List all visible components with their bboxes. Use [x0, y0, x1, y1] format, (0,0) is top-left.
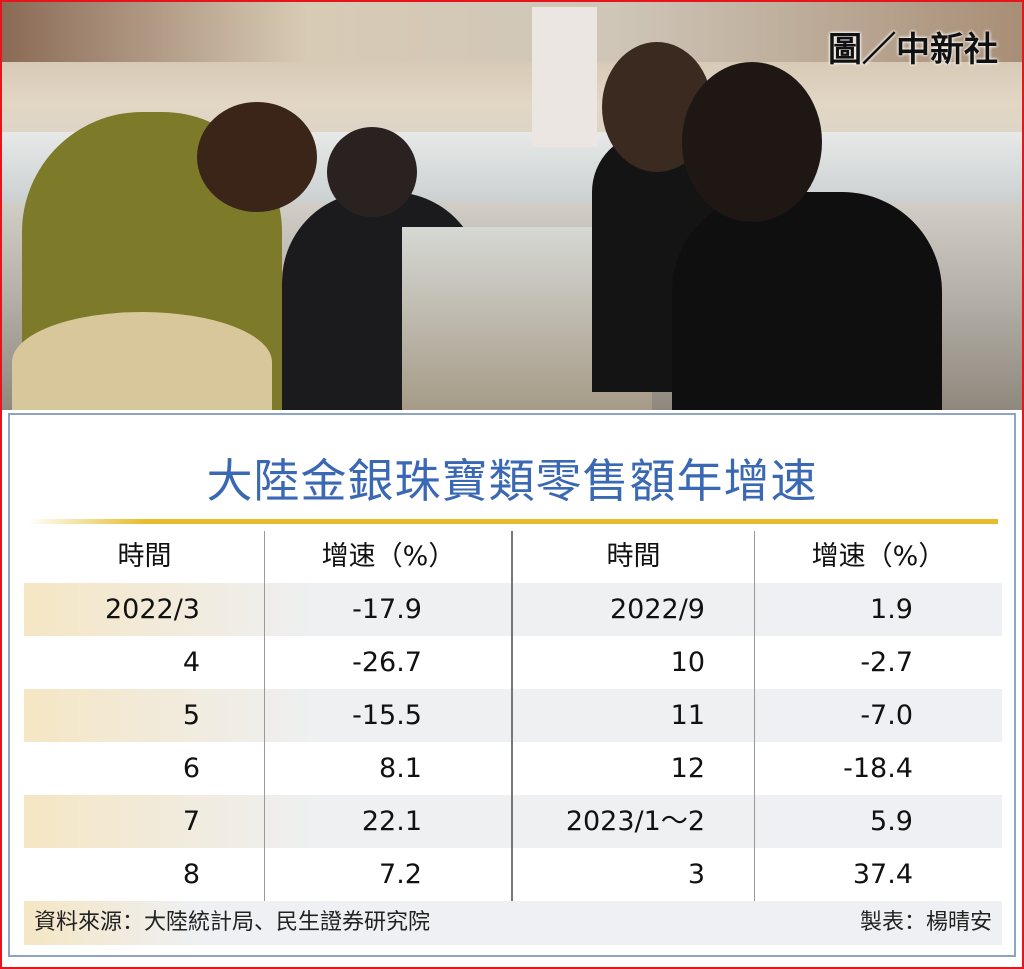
cell-time: 2022/9	[610, 594, 705, 625]
title-underline	[28, 519, 998, 524]
footer: 資料來源：大陸統計局、民生證券研究院 製表：楊晴安	[24, 901, 1002, 945]
column-divider	[754, 531, 755, 901]
header-time-right: 時間	[606, 541, 661, 572]
source-note: 資料來源：大陸統計局、民生證券研究院	[34, 910, 431, 935]
cell-time: 2023/1～2	[565, 806, 705, 837]
photo-credit-watermark: 圖／中新社	[828, 30, 998, 70]
cell-time: 10	[670, 647, 705, 678]
cell-growth: 1.9	[870, 594, 913, 625]
table-header: 時間 增速（%） 時間 增速（%）	[24, 531, 1002, 583]
table-row: 7 22.1 2023/1～2 5.9	[24, 795, 1002, 848]
cell-growth: -26.7	[352, 647, 422, 678]
cell-growth: -15.5	[352, 700, 422, 731]
cell-time: 8	[182, 859, 200, 890]
chart-title: 大陸金銀珠寶類零售額年增速	[206, 454, 818, 508]
column-divider-center	[511, 531, 513, 901]
column-divider	[264, 531, 265, 901]
cell-growth: 5.9	[870, 806, 913, 837]
table-row: 5 -15.5 11 -7.0	[24, 689, 1002, 742]
cell-growth: 22.1	[361, 806, 422, 837]
data-table: 時間 增速（%） 時間 增速（%） 2022/3 -17.9 2022/9 1.9 4 -…	[24, 531, 1002, 901]
cell-growth: -18.4	[843, 753, 913, 784]
cell-growth: 7.2	[379, 859, 422, 890]
credit-note: 製表：楊晴安	[859, 910, 992, 935]
cell-time: 6	[182, 753, 200, 784]
cell-time: 3	[687, 859, 705, 890]
table-panel: 大陸金銀珠寶類零售額年增速 時間 增速（%） 時間 增速（%） 2022/3 -1…	[8, 413, 1016, 957]
news-photo: 圖／中新社	[2, 2, 1022, 410]
cell-time: 12	[670, 753, 705, 784]
table-row: 2022/3 -17.9 2022/9 1.9	[24, 583, 1002, 636]
header-growth-right: 增速（%）	[811, 541, 946, 572]
cell-growth: -17.9	[352, 594, 422, 625]
table-row: 4 -26.7 10 -2.7	[24, 636, 1002, 689]
header-growth-left: 增速（%）	[321, 541, 456, 572]
cell-growth: 37.4	[852, 859, 913, 890]
cell-time: 2022/3	[105, 594, 200, 625]
cell-time: 4	[182, 647, 200, 678]
cell-time: 7	[182, 806, 200, 837]
cell-growth: 8.1	[379, 753, 422, 784]
table-row: 6 8.1 12 -18.4	[24, 742, 1002, 795]
cell-time: 5	[182, 700, 200, 731]
header-time-left: 時間	[117, 541, 172, 572]
cell-growth: -7.0	[860, 700, 913, 731]
cell-time: 11	[670, 700, 705, 731]
table-row: 8 7.2 3 37.4	[24, 848, 1002, 901]
cell-growth: -2.7	[860, 647, 913, 678]
